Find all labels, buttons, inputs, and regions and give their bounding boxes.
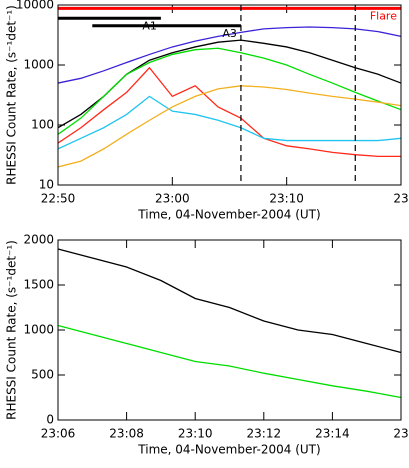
x-tick-label: 23:00	[155, 192, 190, 206]
y-tick-label: 2000	[23, 233, 54, 247]
data-line	[57, 95, 402, 150]
y-axis-label: RHESSI Count Rate, (s⁻¹det⁻¹)	[5, 240, 19, 420]
x-tick-label: 23	[393, 427, 408, 441]
data-line	[57, 39, 402, 129]
plot-frame	[57, 4, 402, 186]
data-line	[57, 85, 402, 168]
data-line	[57, 324, 402, 399]
plot-frame	[57, 239, 402, 421]
x-tick-label: 23	[393, 192, 408, 206]
y-tick-label: 1500	[23, 278, 54, 292]
x-tick-label: 23:14	[315, 427, 350, 441]
x-tick-label: 23:12	[247, 427, 282, 441]
data-line	[57, 47, 402, 135]
data-line	[57, 26, 402, 84]
x-tick-label: 23:10	[269, 192, 304, 206]
interval-label: A3	[222, 27, 237, 40]
y-axis-label: RHESSI Count Rate, (s⁻¹det⁻¹)	[5, 5, 19, 185]
x-axis-label: Time, 04-November-2004 (UT)	[137, 208, 320, 222]
data-line	[57, 66, 401, 158]
y-tick-label: 1000	[23, 323, 54, 337]
data-line	[57, 248, 402, 354]
x-tick-label: 22:50	[41, 192, 76, 206]
x-tick-label: 23:06	[41, 427, 76, 441]
x-tick-label: 23:08	[109, 427, 144, 441]
interval-label: Flare	[370, 9, 397, 22]
y-tick-label: 500	[31, 368, 54, 382]
y-tick-label: 0	[46, 413, 54, 427]
x-tick-label: 23:10	[178, 427, 213, 441]
y-tick-label: 100	[31, 118, 54, 132]
y-tick-label: 1000	[23, 58, 54, 72]
y-tick-label: 10	[39, 178, 54, 192]
y-tick-label: 10000	[16, 0, 54, 12]
x-axis-label: Time, 04-November-2004 (UT)	[137, 443, 320, 457]
